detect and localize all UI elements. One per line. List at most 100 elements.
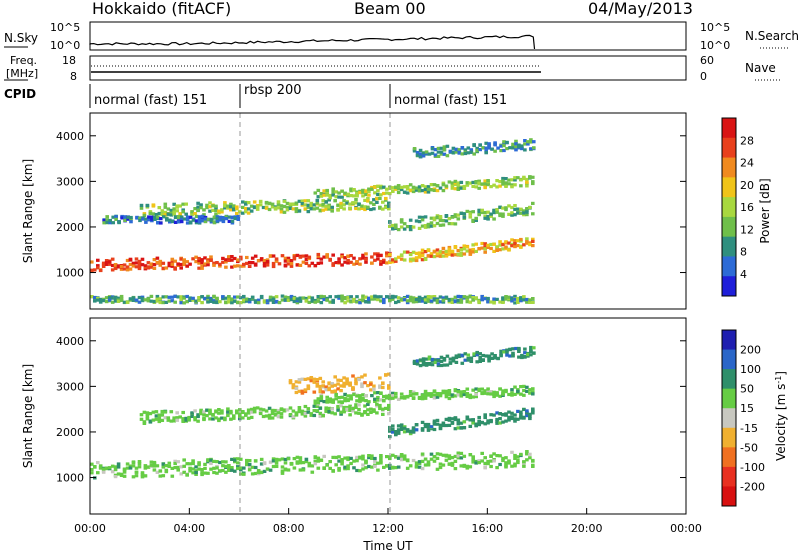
data-cell <box>505 140 509 144</box>
data-cell <box>426 295 431 299</box>
data-cell <box>114 215 118 219</box>
data-cell <box>441 421 446 425</box>
data-cell <box>194 469 198 473</box>
data-cell <box>160 418 165 422</box>
power-colorbar-swatch <box>722 137 736 159</box>
data-cell <box>429 188 434 192</box>
data-cell <box>465 300 470 304</box>
data-cell <box>471 388 475 392</box>
data-cell <box>262 461 267 466</box>
data-cell <box>405 466 410 470</box>
data-cell <box>364 257 368 261</box>
data-cell <box>188 215 193 219</box>
data-cell <box>244 206 248 211</box>
data-cell <box>391 189 395 193</box>
data-cell <box>364 466 368 470</box>
data-cell <box>501 458 505 463</box>
data-cell <box>399 257 404 261</box>
data-cell <box>176 262 180 266</box>
data-cell <box>411 396 416 400</box>
data-cell <box>456 181 461 185</box>
data-cell <box>447 456 452 461</box>
data-cell <box>297 389 302 393</box>
data-cell <box>209 467 213 471</box>
data-cell <box>316 459 321 463</box>
data-cell <box>319 393 324 397</box>
data-cell <box>510 205 514 210</box>
data-cell <box>439 355 444 359</box>
data-cell <box>519 297 523 301</box>
data-cell <box>187 415 191 420</box>
data-cell <box>442 148 447 152</box>
data-cell <box>483 216 487 220</box>
data-cell <box>423 224 428 228</box>
data-cell <box>164 266 169 270</box>
data-cell <box>448 357 453 361</box>
data-cell <box>513 242 517 246</box>
data-cell <box>331 187 335 191</box>
noise-right-tick-top: 10^5 <box>700 21 730 34</box>
data-cell <box>474 249 478 253</box>
data-cell <box>199 206 203 210</box>
data-cell <box>475 353 479 357</box>
data-cell <box>236 457 240 461</box>
data-cell <box>256 469 261 473</box>
data-cell <box>217 411 221 415</box>
data-cell <box>456 213 461 217</box>
data-cell <box>155 299 160 303</box>
data-cell <box>436 146 441 150</box>
data-cell <box>486 390 490 394</box>
data-cell <box>206 458 210 463</box>
data-cell <box>271 459 276 463</box>
data-cell <box>408 432 413 436</box>
data-cell <box>529 349 533 353</box>
data-cell <box>306 407 311 411</box>
data-cell <box>367 454 371 458</box>
data-cell <box>453 179 458 183</box>
data-cell <box>504 245 508 249</box>
data-cell <box>167 261 172 265</box>
data-cell <box>468 215 473 219</box>
data-cell <box>223 201 227 205</box>
data-cell <box>157 211 162 216</box>
data-cell <box>233 256 237 261</box>
data-cell <box>150 215 154 219</box>
velocity-colorbar-swatches <box>721 329 737 507</box>
data-cell <box>504 207 508 212</box>
data-cell <box>447 423 452 427</box>
data-cell <box>163 213 168 217</box>
data-cell <box>399 253 404 257</box>
data-cell <box>426 392 431 396</box>
data-cell <box>286 256 291 260</box>
velocity-colorbar-swatch <box>722 427 736 448</box>
data-cell <box>462 252 467 256</box>
data-cell <box>242 472 246 476</box>
data-cell <box>525 414 529 418</box>
data-cell <box>438 295 443 299</box>
data-cell <box>361 190 365 194</box>
data-cell <box>161 465 166 469</box>
data-cell <box>288 413 293 417</box>
data-cell <box>462 464 467 468</box>
data-cell <box>385 254 389 258</box>
data-cell <box>343 456 347 460</box>
data-cell <box>412 147 417 151</box>
data-cell <box>165 217 169 221</box>
data-cell <box>513 392 517 396</box>
data-cell <box>513 294 517 298</box>
data-cell <box>230 219 235 223</box>
data-cell <box>172 416 176 420</box>
data-cell <box>511 142 515 146</box>
data-cell <box>510 388 514 392</box>
data-cell <box>516 455 520 459</box>
data-cell <box>513 245 517 249</box>
data-cell <box>478 143 482 147</box>
data-cell <box>212 459 216 463</box>
data-cell <box>513 301 517 305</box>
data-cell <box>388 253 392 257</box>
data-cell <box>387 412 391 416</box>
data-cell <box>312 413 317 418</box>
power-colorbar-tick-label: 8 <box>740 246 747 259</box>
data-cell <box>200 468 204 472</box>
data-cell <box>486 183 490 187</box>
